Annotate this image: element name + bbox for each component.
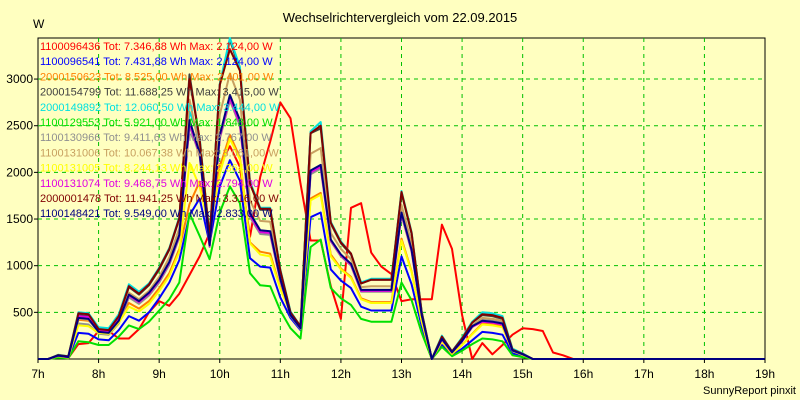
grid-lines	[38, 38, 765, 359]
legend-entry-1100096541: 1100096541 Tot: 7.431,88 Wh Max: 2.124,0…	[40, 56, 273, 68]
x-tick-label: 18h	[694, 367, 714, 381]
legend-entry-2000154799: 2000154799 Tot: 11.688,25 Wh Max: 3.415,…	[40, 87, 279, 99]
y-tick-label: 1500	[6, 212, 33, 226]
legend-entry-1100148421: 1100148421 Tot: 9.549,00 Wh Max: 2.833,0…	[40, 208, 273, 220]
y-tick-label: 2500	[6, 119, 33, 133]
y-tick-label: 1000	[6, 259, 33, 273]
x-tick-label: 15h	[513, 367, 533, 381]
legend-entry-1100131006: 1100131006 Tot: 10.067,38 Wh Max: 3.061,…	[40, 147, 279, 159]
legend: 1100096436 Tot: 7.346,88 Wh Max: 2.124,0…	[40, 41, 280, 220]
legend-entry-2000149892: 2000149892 Tot: 12.060,50 Wh Max: 3.444,…	[40, 102, 280, 114]
y-tick-label: 2000	[6, 165, 33, 179]
y-tick-label: 500	[13, 305, 33, 319]
chart-title: Wechselrichtervergleich vom 22.09.2015	[283, 10, 518, 25]
x-axis-ticks: 7h 8h 9h 10h 11h 12h 13h 14h 15h 16h 17h 18h 19h	[31, 359, 775, 381]
x-tick-label: 8h	[92, 367, 105, 381]
x-tick-label: 9h	[152, 367, 165, 381]
legend-entry-1100130966: 1100130966 Tot: 9.411,63 Wh Max: 2.767,0…	[40, 132, 272, 144]
x-tick-label: 17h	[634, 367, 654, 381]
y-tick-label: 3000	[6, 72, 33, 86]
legend-entry-1100131074: 1100131074 Tot: 9.468,75 Wh Max: 2.794,0…	[40, 178, 273, 190]
x-tick-label: 16h	[573, 367, 593, 381]
footer-credit: SunnyReport pinxit	[703, 385, 796, 397]
x-tick-label: 14h	[452, 367, 472, 381]
x-tick-label: 13h	[391, 367, 411, 381]
legend-entry-1100129553: 1100129553 Tot: 5.921,00 Wh Max: 1.848,0…	[40, 117, 273, 129]
legend-entry-1100131005: 1100131005 Tot: 8.244,13 Wh Max: 2.364,0…	[40, 163, 273, 175]
x-tick-label: 11h	[271, 367, 290, 381]
legend-entry-2000001478: 2000001478 Tot: 11.941,25 Wh Max: 3.316,…	[40, 193, 279, 205]
x-tick-label: 10h	[210, 367, 230, 381]
x-tick-label: 7h	[31, 367, 44, 381]
y-axis-ticks: 500 1000 1500 2000 2500 3000	[6, 72, 38, 319]
x-tick-label: 19h	[755, 367, 775, 381]
x-tick-label: 12h	[331, 367, 351, 381]
legend-entry-2000150623: 2000150623 Tot: 8.525,00 Wh Max: 2.401,0…	[40, 71, 274, 83]
y-axis-unit: W	[33, 17, 45, 31]
legend-entry-1100096436: 1100096436 Tot: 7.346,88 Wh Max: 2.124,0…	[40, 41, 273, 53]
